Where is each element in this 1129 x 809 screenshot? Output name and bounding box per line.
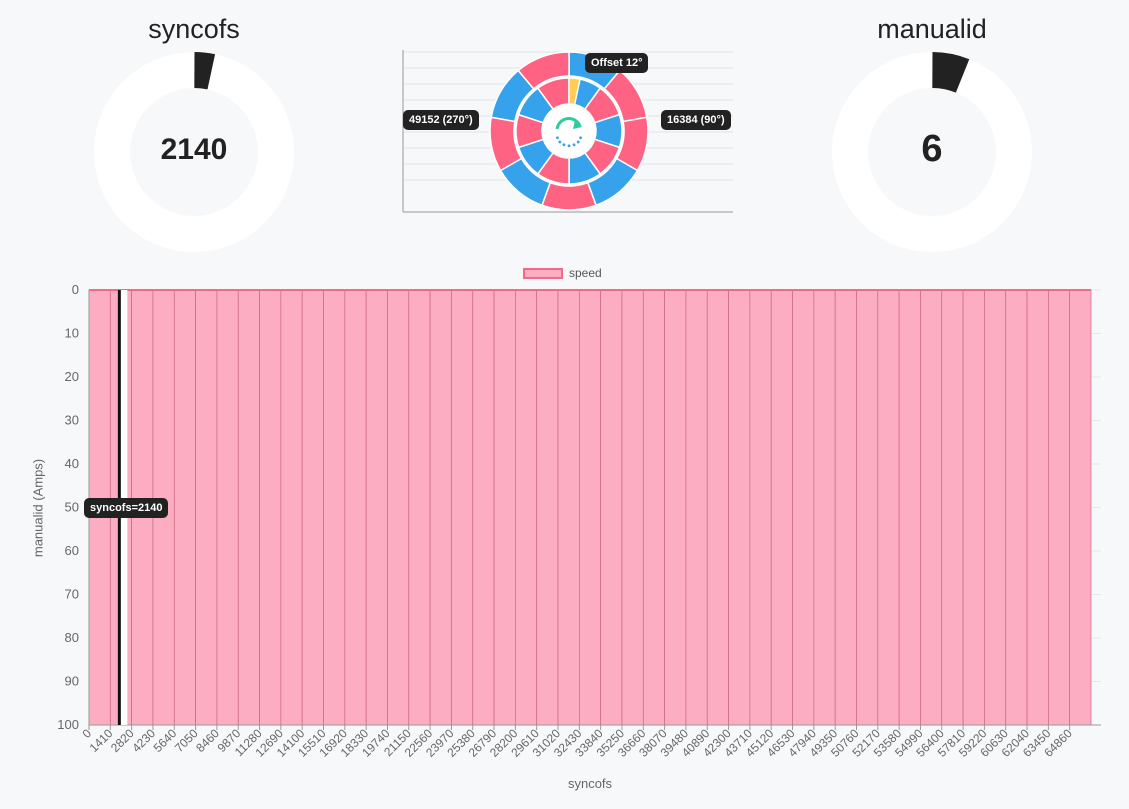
wheel-outer-segment: [541, 181, 597, 211]
rotate-dot-icon: [579, 136, 582, 140]
y-tick-label: 80: [65, 630, 79, 645]
left-angle-label: 49152 (270°): [403, 110, 479, 130]
y-axis-title: manualid (Amps): [30, 458, 46, 558]
manualid-gauge-ring: [832, 52, 1032, 252]
bar-speed: [877, 289, 900, 726]
y-tick-label: 10: [65, 326, 79, 341]
manualid-gauge-fill: [931, 52, 970, 93]
wheel-center: [543, 105, 595, 157]
legend-swatch-speed: [523, 267, 563, 279]
y-tick-label: 20: [65, 369, 79, 384]
rotate-dot-icon: [576, 140, 580, 144]
bar-speed: [536, 289, 559, 726]
bar-speed: [344, 289, 367, 726]
rotate-dot-icon: [562, 143, 566, 147]
bar-speed: [941, 289, 964, 726]
y-tick-label: 100: [57, 717, 79, 732]
bar-speed: [664, 289, 687, 726]
phase-wheel-chart: [402, 50, 733, 213]
manualid-gauge: manualid 6: [832, 0, 1032, 252]
bar-speed: [472, 289, 495, 726]
bar-speed: [920, 289, 943, 726]
rotate-icon: [555, 117, 582, 130]
bar-speed: [323, 289, 346, 726]
wheel-outer-segment: [517, 51, 570, 90]
bar-speed: [898, 289, 921, 726]
rotate-arrowhead-icon: [573, 120, 582, 129]
y-tick-label: 30: [65, 413, 79, 428]
bar-speed: [1048, 289, 1071, 726]
y-tick-label: 0: [72, 282, 79, 297]
bar-speed: [600, 289, 623, 726]
syncofs-gauge-fill: [193, 52, 216, 90]
bar-speed: [578, 289, 602, 726]
bar-speed: [173, 289, 196, 726]
rotate-dot-icon: [572, 143, 576, 147]
syncofs-gauge-title: syncofs: [148, 14, 240, 44]
y-tick-label: 70: [65, 587, 79, 602]
bar-speed: [387, 289, 410, 726]
y-tick-label: 40: [65, 456, 79, 471]
bar-speed: [259, 289, 282, 726]
bar-speed: [1005, 289, 1028, 726]
bar-speed: [195, 289, 218, 726]
bar-speed: [408, 289, 431, 726]
bar-speed: [813, 289, 836, 726]
chart-legend[interactable]: speed: [523, 266, 602, 280]
rotate-dot-icon: [567, 144, 571, 148]
syncofs-gauge-value: 2140: [160, 133, 228, 166]
bar-speed: [770, 289, 793, 726]
bar-speed: [515, 289, 538, 726]
bar-speed: [984, 289, 1007, 726]
manualid-gauge-title: manualid: [877, 14, 987, 44]
bar-speed: [685, 289, 708, 726]
y-tick-label: 60: [65, 543, 79, 558]
manualid-gauge-value: 6: [921, 128, 943, 170]
bar-speed: [216, 289, 239, 726]
bar-speed: [1069, 289, 1092, 726]
bar-speed: [642, 289, 665, 726]
bar-speed: [365, 289, 388, 726]
wheel-offset-segment: [568, 77, 581, 106]
bar-speed: [493, 289, 516, 726]
marker-tooltip: syncofs=2140: [84, 498, 169, 518]
y-tick-label: 90: [65, 674, 79, 689]
bar-speed: [280, 289, 303, 726]
bar-speed: [792, 289, 815, 726]
syncofs-gauge: syncofs 2140: [94, 0, 294, 252]
x-axis-title: syncofs: [567, 776, 613, 791]
bar-speed: [621, 289, 644, 726]
bar-speed: [301, 289, 324, 726]
speed-bar-chart: 0102030405060708090100014102820423056407…: [57, 282, 1101, 760]
rotate-dot-icon: [558, 140, 562, 144]
legend-label-speed: speed: [569, 266, 602, 280]
offset-label: Offset 12°: [585, 53, 649, 73]
rotate-dot-icon: [556, 136, 559, 140]
bar-speed: [429, 289, 452, 726]
right-angle-label: 16384 (90°): [661, 110, 731, 130]
bar-speed: [451, 289, 474, 726]
bar-speed: [749, 289, 772, 726]
syncofs-gauge-ring: [94, 52, 294, 252]
bar-speed: [962, 289, 985, 726]
bar-speed: [1026, 289, 1049, 726]
bar-speed: [834, 289, 857, 726]
bar-speed: [237, 289, 260, 726]
bar-speed: [706, 289, 729, 726]
y-tick-label: 50: [65, 500, 79, 515]
bar-speed: [557, 289, 580, 726]
bar-speed: [728, 289, 751, 726]
bar-speed: [856, 289, 879, 726]
